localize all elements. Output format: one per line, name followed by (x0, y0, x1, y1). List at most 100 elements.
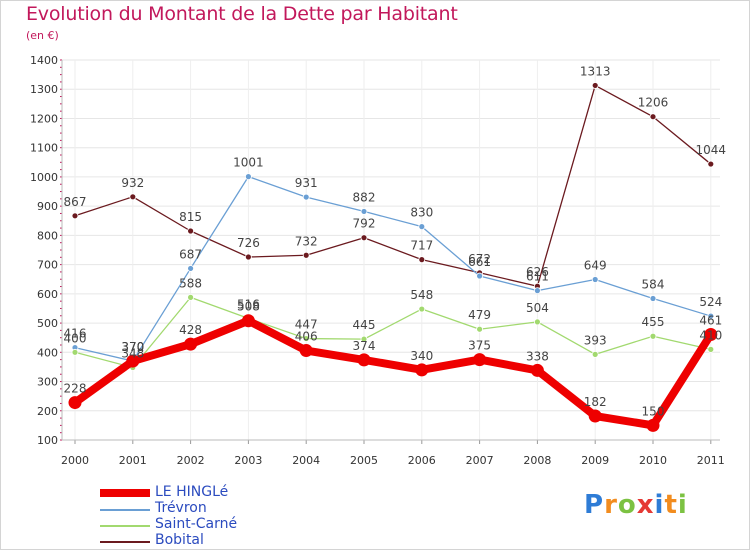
data-point (707, 312, 715, 320)
data-label: 479 (468, 308, 491, 322)
data-label: 726 (237, 236, 260, 250)
data-label: 428 (179, 323, 202, 337)
chart-data-labels: 867 932 815 726 732 792 717 672 626 1313 1206 1044 4… (64, 64, 727, 418)
data-point (415, 363, 429, 377)
chart-grid (62, 59, 720, 441)
logo-letter: i (677, 490, 688, 520)
data-point (534, 287, 541, 295)
x-tick-label: 2001 (119, 454, 147, 467)
x-tick-label: 2003 (234, 454, 262, 467)
y-tick-label: 1300 (30, 83, 58, 96)
data-label: 611 (526, 270, 549, 284)
logo-letter: P (584, 490, 605, 520)
data-point (187, 265, 195, 272)
legend-swatch (100, 489, 150, 497)
data-label: 882 (353, 190, 376, 204)
data-point (707, 345, 715, 353)
data-point (126, 354, 140, 368)
data-label: 370 (121, 340, 144, 354)
data-point (187, 293, 195, 301)
data-label: 584 (642, 278, 665, 292)
chart-axes: 100 200 300 400 500 600 700 800 900 1000 1100 1200 1… (30, 54, 725, 467)
data-label: 182 (584, 395, 607, 409)
legend-swatch (100, 509, 150, 511)
data-label: 672 (468, 252, 491, 266)
data-point (184, 337, 198, 351)
y-tick-label: 700 (37, 259, 58, 272)
data-point (591, 276, 599, 283)
proxiti-logo: Proxiti (584, 490, 688, 520)
data-point (360, 208, 368, 215)
chart-subtitle: (en €) (26, 29, 59, 42)
x-tick-label: 2007 (466, 454, 494, 467)
data-label: 410 (699, 328, 722, 342)
legend-label: Saint-Carné (155, 516, 238, 532)
data-label: 649 (584, 259, 607, 273)
legend-label: LE HINGLé (155, 484, 229, 500)
data-label: 375 (468, 339, 491, 353)
data-label: 792 (353, 217, 376, 231)
data-label: 524 (699, 295, 722, 309)
data-label: 504 (526, 301, 549, 315)
data-label: 447 (295, 318, 318, 332)
legend-label: Trévron (155, 500, 207, 516)
data-label: 931 (295, 176, 318, 190)
y-tick-label: 1000 (30, 171, 58, 184)
series-line (74, 175, 712, 362)
data-point (591, 82, 599, 89)
data-label: 588 (179, 276, 202, 290)
data-point (649, 113, 657, 121)
data-point (360, 335, 368, 343)
logo-letter: o (617, 490, 637, 520)
data-point (360, 234, 368, 242)
y-tick-label: 800 (37, 229, 58, 242)
logo-letter: r (604, 490, 618, 520)
data-label: 406 (295, 330, 318, 344)
y-tick-label: 400 (37, 346, 58, 359)
y-tick-label: 1400 (30, 54, 58, 67)
data-label: 445 (353, 318, 376, 332)
data-point (704, 327, 718, 341)
data-point (418, 256, 426, 264)
data-point (530, 363, 544, 377)
legend-label: Bobital (155, 532, 204, 548)
data-label: 461 (699, 313, 722, 327)
x-tick-label: 2006 (408, 454, 436, 467)
y-tick-label: 900 (37, 200, 58, 213)
data-label: 374 (353, 339, 376, 353)
data-point (476, 272, 484, 280)
data-label: 732 (295, 234, 318, 248)
data-point (129, 193, 137, 201)
data-label: 687 (179, 247, 202, 261)
logo-letter: x (636, 490, 655, 520)
logo-letter: i (654, 490, 665, 520)
chart-series (68, 82, 718, 432)
data-point (473, 353, 487, 367)
x-tick-label: 2008 (523, 454, 551, 467)
y-tick-label: 300 (37, 376, 58, 389)
data-label: 400 (64, 331, 87, 345)
data-point (68, 396, 82, 410)
data-label: 815 (179, 210, 202, 224)
y-tick-label: 1200 (30, 112, 58, 125)
x-tick-label: 2002 (177, 454, 205, 467)
data-point (646, 418, 660, 432)
data-point (71, 212, 79, 220)
series-line (74, 84, 712, 287)
data-point (241, 314, 255, 328)
data-point (244, 253, 252, 261)
data-point (302, 251, 310, 259)
data-label: 508 (237, 300, 260, 314)
data-point (302, 335, 310, 342)
data-point (302, 193, 310, 201)
data-label: 150 (642, 404, 665, 418)
y-tick-label: 600 (37, 288, 58, 301)
data-label: 932 (121, 176, 144, 190)
x-tick-label: 2011 (697, 454, 725, 467)
data-point (534, 318, 541, 326)
x-tick-label: 2009 (581, 454, 609, 467)
data-point (649, 332, 657, 340)
data-label: 661 (468, 255, 491, 269)
